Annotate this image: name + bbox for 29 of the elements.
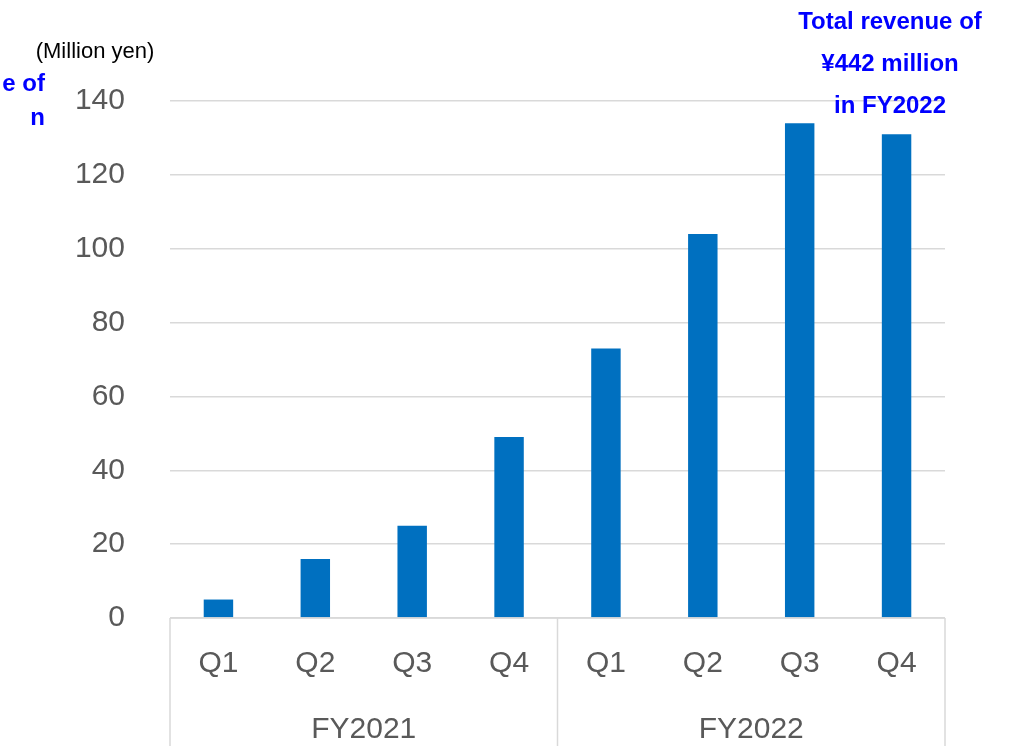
x-tick-label: Q1 [198,645,239,679]
annotation: Total revenue of ¥442 million in FY2022 [798,6,983,118]
bar [494,437,524,618]
bar [203,599,234,618]
bar [591,348,621,618]
text: e of n [2,68,46,130]
x-tick-label: Q2 [682,645,723,679]
text: FY2021 [311,711,417,745]
bar [397,525,427,618]
y-tick-label: 0 [108,599,125,633]
bar [784,123,815,618]
x-tick-label: Q4 [876,645,917,679]
x-tick-label: Q1 [585,645,626,679]
bar [881,134,912,618]
y-tick-label: 40 [91,451,125,485]
y-tick-label: 80 [91,303,125,337]
x-tick-label: Q3 [392,645,433,679]
x-tick-label: Q2 [295,645,336,679]
y-tick-label: 20 [91,525,125,559]
bar [300,558,331,618]
text: FY2022 [698,711,804,745]
y-tick-label: 120 [74,156,125,190]
bar [688,233,718,618]
x-tick-label: Q3 [779,645,820,679]
x-tick-label: Q4 [489,645,530,679]
y-tick-label: 140 [74,82,125,116]
y-tick-label: 60 [91,377,125,411]
y-axis-title: (Million yen) [35,38,155,64]
y-tick-label: 100 [74,229,125,263]
